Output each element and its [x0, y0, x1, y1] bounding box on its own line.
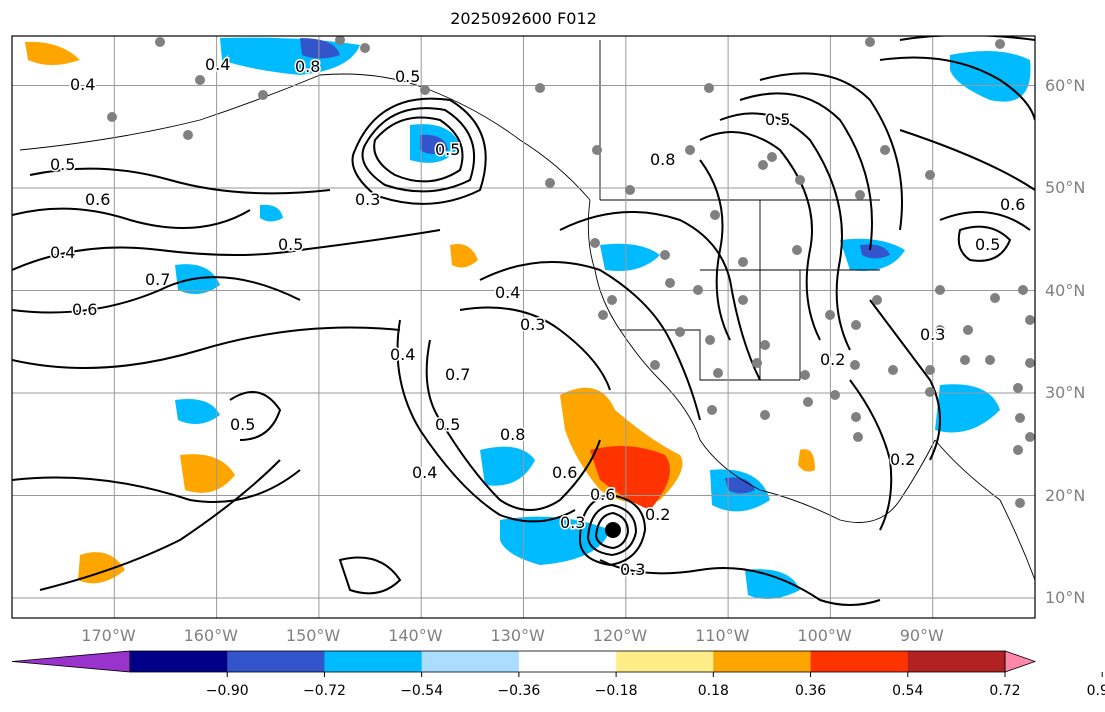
contour-label: 0.6 [72, 300, 97, 319]
contour-label: 0.4 [390, 345, 415, 364]
positive-anomaly-region [180, 454, 235, 493]
negative-anomaly-region [480, 446, 535, 486]
lon-tick-label: 100°W [797, 626, 852, 645]
contour-label: 0.3 [920, 325, 945, 344]
contour-label: 0.4 [412, 463, 437, 482]
colorbar-tick-label: 0.18 [697, 683, 729, 699]
strong-negative-anomaly-region [300, 38, 340, 59]
station-dots [107, 36, 1035, 508]
colorbar-tick-label: −0.36 [497, 683, 541, 699]
colorbar-segment [227, 651, 325, 672]
contour-label: 0.2 [645, 505, 670, 524]
negative-anomaly-region [175, 399, 220, 424]
contour-label: 0.8 [295, 57, 320, 76]
contour-label: 0.5 [975, 235, 1000, 254]
lon-tick-label: 120°W [592, 626, 648, 645]
lon-tick-label: 170°W [81, 626, 136, 645]
colorbar-segment [616, 651, 714, 672]
contour-label: 0.2 [820, 350, 845, 369]
colorbar-tick-label: 0.54 [892, 683, 924, 699]
map-frame [11, 35, 1036, 619]
contour-label: 0.5 [50, 155, 75, 174]
gridlines [12, 36, 1035, 618]
contour-label: 0.4 [205, 55, 230, 74]
negative-anomaly-region [950, 51, 1031, 102]
lat-tick-label: 30°N [1045, 383, 1086, 402]
colorbar-segment [421, 651, 520, 672]
colorbar [11, 650, 1103, 677]
negative-anomaly-region [600, 243, 660, 271]
contour-label: 0.3 [620, 560, 645, 579]
colorbar-extend-high [1004, 650, 1037, 673]
colorbar-tick-label: −0.90 [205, 683, 249, 699]
contour-label: 0.6 [85, 190, 110, 209]
lat-tick-label: 20°N [1045, 485, 1086, 505]
lon-tick-label: 110°W [695, 626, 750, 645]
colorbar-segment [713, 651, 812, 672]
contour-label: 0.8 [650, 150, 675, 169]
colorbar-segment [810, 651, 909, 672]
contour-label: 0.6 [552, 463, 577, 482]
contour-label: 0.3 [355, 190, 380, 209]
negative-anomaly-region [260, 204, 283, 222]
contour-label: 0.8 [500, 425, 525, 444]
lon-tick-label: 150°W [285, 626, 341, 645]
contour-label: 0.5 [435, 140, 460, 159]
contour-label: 0.5 [765, 110, 790, 129]
colorbar-segment [907, 651, 1006, 672]
colorbar-frame [129, 650, 1006, 673]
colorbar-extend-low [11, 650, 131, 673]
negative-anomaly-region [935, 384, 1000, 433]
colorbar-segment [518, 651, 617, 672]
colorbar-tick-label: 0.90 [1086, 683, 1105, 699]
strong-negative-anomaly-region [860, 244, 890, 259]
lon-tick-label: 160°W [183, 626, 238, 645]
contour-label: 0.6 [590, 485, 615, 504]
lat-tick-label: 10°N [1045, 588, 1086, 607]
contour-label: 0.3 [560, 513, 585, 532]
contour-label: 0.5 [435, 415, 460, 434]
colorbar-tick-label: 0.72 [989, 683, 1021, 699]
contour-labels: 0.4 0.80.50.40.50.30.60.50.40.70.60.50.40… [49, 54, 1027, 581]
plot-title: 2025092600 F012 [450, 9, 597, 28]
colorbar-segment [324, 651, 423, 672]
contour-label: 0.2 [890, 450, 915, 469]
contour-label: 0.7 [445, 365, 470, 384]
cyclone-center [605, 522, 621, 538]
colorbar-tick-label: 0.36 [794, 683, 827, 699]
positive-anomaly-region [450, 244, 478, 268]
lon-tick-label: 140°W [388, 626, 443, 645]
contour-label: 0.4 [50, 243, 75, 262]
lat-tick-label: 40°N [1045, 280, 1086, 300]
negative-anomaly-region [745, 569, 800, 599]
positive-anomaly-region [25, 41, 80, 65]
strong-negative-anomaly-region [420, 134, 448, 154]
lat-tick-label: 60°N [1045, 75, 1086, 95]
contour-label: 0.4 [70, 75, 95, 94]
colorbar-tick-label: −0.18 [594, 683, 638, 699]
colorbar-tick-label: −0.54 [400, 683, 444, 699]
contour-label: 0.6 [1000, 195, 1025, 214]
negative-anomaly-region [500, 516, 610, 565]
shading-layer [25, 37, 1031, 599]
lon-tick-label: 130°W [490, 626, 545, 645]
contour-label: 0.5 [395, 67, 420, 86]
colorbar-segment [130, 651, 228, 672]
contour-layer [12, 36, 1035, 606]
lat-tick-label: 50°N [1045, 178, 1086, 197]
contour-label: 0.5 [230, 415, 255, 434]
positive-anomaly-region [798, 449, 815, 472]
contour-label: 0.4 [495, 283, 520, 302]
strong-positive-anomaly-region [590, 446, 670, 510]
lon-tick-label: 90°W [899, 626, 944, 645]
strong-negative-anomaly-region [725, 477, 755, 494]
contour-label: 0.7 [145, 270, 170, 289]
contour-label: 0.3 [520, 315, 545, 334]
colorbar-tick-label: −0.72 [302, 683, 346, 699]
contour-label: 0.5 [278, 235, 303, 254]
